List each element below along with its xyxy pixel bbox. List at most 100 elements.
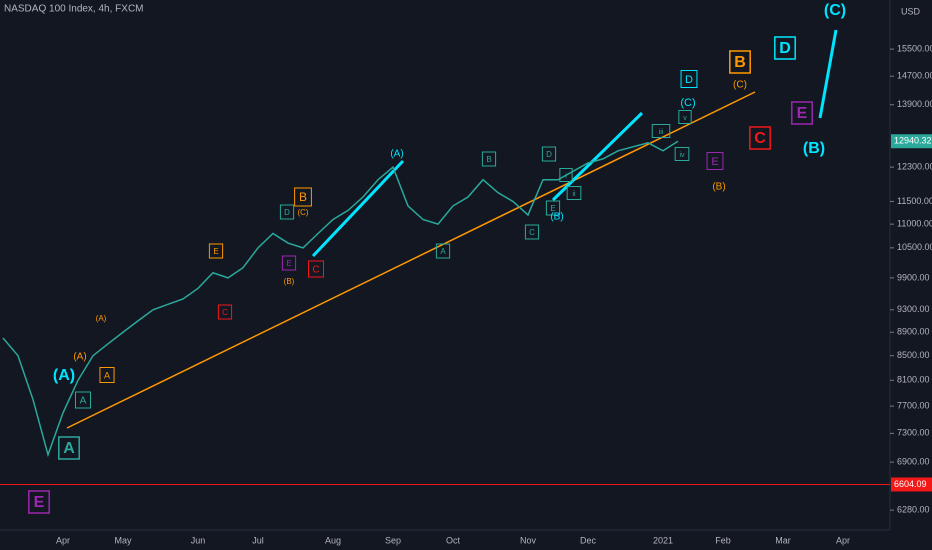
wave-label-box xyxy=(545,200,561,216)
wave-label: (B) xyxy=(803,140,825,157)
projection-line xyxy=(818,29,838,119)
y-tick-label: 8100.00 xyxy=(897,375,930,385)
wave-label: (C) xyxy=(680,97,695,109)
y-tick-label: 6900.00 xyxy=(897,456,930,466)
wave-label: v xyxy=(683,115,687,122)
x-tick-label: Dec xyxy=(580,535,597,545)
wave-label: B xyxy=(299,190,307,204)
wave-label-box xyxy=(435,243,451,259)
wave-label-box xyxy=(279,204,295,220)
wave-label: A xyxy=(63,440,75,457)
y-tick-label: 10500.00 xyxy=(897,242,932,252)
wave-label-box xyxy=(294,187,312,207)
wave-label: A xyxy=(104,370,110,380)
wave-label: A xyxy=(440,247,446,256)
currency: USD xyxy=(901,6,921,16)
y-tick-label: 12300.00 xyxy=(897,162,932,172)
wave-label: (A) xyxy=(73,352,86,363)
y-tick-label: 9900.00 xyxy=(897,272,930,282)
wave-label: ii xyxy=(572,191,576,198)
wave-label-box xyxy=(674,147,690,161)
wave-label: E xyxy=(213,247,218,256)
wave-label: (B) xyxy=(284,277,295,286)
wave-label-box xyxy=(566,186,582,200)
x-tick-label: Jul xyxy=(252,535,264,545)
support-label-box xyxy=(891,477,932,492)
wave-label: (B) xyxy=(550,212,563,223)
wave-label: A xyxy=(80,396,87,407)
y-tick-label: 8900.00 xyxy=(897,327,930,337)
last-price-box xyxy=(891,134,932,149)
wave-label-box xyxy=(99,367,115,383)
y-tick-label: 7700.00 xyxy=(897,401,930,411)
wave-label-box xyxy=(281,255,297,271)
wave-label: B xyxy=(734,54,746,71)
wave-label-box xyxy=(651,124,671,138)
wave-label: C xyxy=(222,308,228,317)
wave-label-box xyxy=(28,490,50,514)
price-line xyxy=(2,140,679,458)
wave-label: E xyxy=(711,156,718,168)
wave-label-box xyxy=(729,50,751,74)
wave-label-box xyxy=(706,152,724,170)
y-tick-label: 9300.00 xyxy=(897,304,930,314)
x-tick-label: May xyxy=(114,535,132,545)
wave-label-box xyxy=(680,70,698,88)
x-tick-label: Feb xyxy=(715,535,731,545)
wave-label-box xyxy=(481,151,497,167)
wave-label: D xyxy=(779,40,791,57)
wave-label: C xyxy=(312,265,319,276)
wave-label-box xyxy=(559,168,573,182)
wave-label: iii xyxy=(659,129,664,136)
wave-label-box xyxy=(58,436,80,460)
wave-label: (C) xyxy=(824,2,846,19)
x-tick-label: Aug xyxy=(325,535,341,545)
y-tick-label: 11000.00 xyxy=(897,219,932,229)
wave-label: B xyxy=(486,155,491,164)
wave-label: (A) xyxy=(53,367,75,384)
wave-label-box xyxy=(774,36,796,60)
wave-label: C xyxy=(754,130,766,147)
x-tick-label: Sep xyxy=(385,535,401,545)
wave-label: E xyxy=(286,259,291,268)
wave-label-box xyxy=(541,146,557,162)
y-tick-label: 13900.00 xyxy=(897,99,932,109)
wave-label: i xyxy=(565,173,567,180)
wave-label-box xyxy=(208,243,224,259)
wave-label-box xyxy=(75,391,91,409)
x-tick-label: Apr xyxy=(56,535,70,545)
wave-label: (C) xyxy=(297,208,308,217)
wave-label: E xyxy=(34,494,45,511)
wave-label: D xyxy=(685,74,693,86)
channel-line xyxy=(551,111,644,202)
chart-title: NASDAQ 100 Index, 4h, FXCM xyxy=(4,4,144,15)
channel-line xyxy=(311,159,405,258)
x-tick-label: 2021 xyxy=(653,535,673,545)
wave-label-box xyxy=(749,126,771,150)
x-tick-label: Mar xyxy=(775,535,791,545)
wave-label: E xyxy=(797,105,808,122)
y-tick-label: 8500.00 xyxy=(897,350,930,360)
x-tick-label: Nov xyxy=(520,535,537,545)
y-tick-label: 11500.00 xyxy=(897,196,932,206)
x-tick-label: Apr xyxy=(836,535,850,545)
wave-label: (A) xyxy=(390,149,403,160)
y-tick-label: 15500.00 xyxy=(897,44,932,54)
last-price-label: 12940.32 xyxy=(894,136,932,146)
x-tick-label: Oct xyxy=(446,535,461,545)
wave-label-box xyxy=(524,224,540,240)
trend-line xyxy=(66,91,756,429)
wave-label: (A) xyxy=(96,314,107,323)
wave-label-box xyxy=(678,110,692,124)
wave-label-box xyxy=(308,260,324,278)
y-tick-label: 7300.00 xyxy=(897,428,930,438)
y-tick-label: 14700.00 xyxy=(897,71,932,81)
y-tick-label: 6280.00 xyxy=(897,505,930,515)
wave-label: iv xyxy=(679,152,685,159)
wave-label: (C) xyxy=(733,80,747,91)
wave-label: C xyxy=(529,228,535,237)
wave-label-box xyxy=(217,304,233,320)
support-label: 6604.09 xyxy=(894,479,927,489)
